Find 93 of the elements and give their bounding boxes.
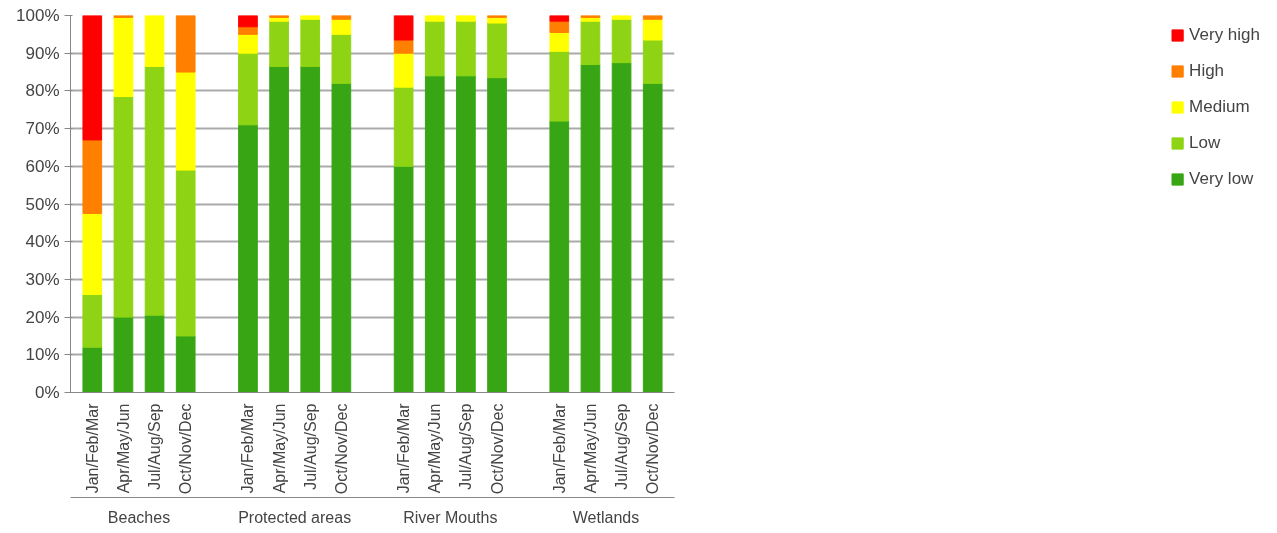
legend-label: Medium [1189, 97, 1250, 117]
bar [300, 18, 321, 67]
y-tick-label: 90% [25, 43, 60, 63]
bar [549, 15, 570, 22]
bar [331, 15, 352, 20]
bar [238, 124, 258, 393]
bar [175, 169, 196, 337]
x-tick-label: Oct/Nov/Dec [332, 403, 350, 495]
bar [331, 33, 352, 84]
bar [642, 39, 663, 84]
y-tick-label: 60% [25, 156, 60, 176]
x-tick-label: Jul/Aug/Sep [146, 403, 164, 490]
bar [456, 75, 476, 393]
bar [642, 15, 663, 20]
text: Beaches [107, 508, 171, 526]
bar [113, 16, 134, 98]
x-tick-label: Oct/Nov/Dec [177, 403, 195, 495]
x-tick-label: Jul/Aug/Sep [301, 403, 319, 490]
x-tick-label: Jan/Feb/Mar [395, 402, 413, 494]
y-tick-label: 70% [25, 119, 60, 139]
bar [456, 15, 476, 22]
y-tick-label: 100% [16, 6, 60, 25]
y-tick-label: 10% [25, 345, 60, 365]
bar [144, 65, 165, 316]
bar [82, 212, 103, 295]
bar [487, 77, 507, 393]
bar [113, 316, 134, 393]
bar [393, 165, 414, 393]
bar [175, 15, 196, 73]
bar [549, 50, 570, 122]
x-tick-label: Jan/Feb/Mar [83, 402, 101, 494]
bar [269, 65, 289, 393]
bar [549, 120, 570, 393]
bar [175, 71, 196, 171]
bar [238, 15, 258, 28]
bar [82, 139, 103, 214]
x-tick-label: Apr/May/Jun [114, 403, 132, 494]
legend-label: Very high [1189, 25, 1260, 45]
bar [82, 293, 103, 348]
bar [642, 82, 663, 393]
bar [331, 18, 352, 35]
bar [331, 82, 352, 393]
y-tick-label: 20% [25, 307, 60, 327]
bar [144, 314, 165, 393]
bar [300, 65, 321, 393]
bar [424, 15, 445, 22]
bar [580, 64, 601, 393]
x-tick-label: Oct/Nov/Dec [644, 403, 662, 495]
x-tick-label: Jan/Feb/Mar [239, 402, 257, 494]
text: Protected areas [238, 508, 352, 526]
bar [238, 52, 258, 126]
bar [393, 15, 414, 41]
bar [549, 20, 570, 33]
bar [300, 15, 321, 20]
bar [238, 33, 258, 54]
bar [113, 96, 134, 318]
x-tick-label: Jul/Aug/Sep [613, 403, 631, 490]
x-tick-label: Jul/Aug/Sep [457, 403, 475, 490]
legend-label: High [1189, 61, 1225, 81]
y-tick-label: 0% [34, 383, 60, 402]
x-tick-label: Oct/Nov/Dec [488, 403, 506, 495]
legend-label: Very low [1189, 169, 1254, 189]
bar [487, 16, 507, 24]
bar [611, 18, 632, 64]
x-tick-label: Apr/May/Jun [581, 403, 599, 494]
legend-label: Low [1189, 133, 1221, 153]
x-tick-label: Apr/May/Jun [270, 403, 288, 494]
bar [393, 52, 414, 88]
bar [487, 22, 507, 79]
y-tick-label: 80% [25, 81, 60, 101]
bar [456, 20, 476, 77]
bar [611, 62, 632, 393]
bar [611, 15, 632, 20]
bar [175, 335, 196, 393]
bar [642, 18, 663, 41]
bar [144, 15, 165, 67]
bar [424, 20, 445, 77]
bar [238, 26, 258, 35]
y-tick-label: 40% [25, 232, 60, 252]
x-tick-label: Jan/Feb/Mar [550, 402, 568, 494]
bar [580, 20, 601, 66]
bar [393, 86, 414, 167]
bar [82, 15, 103, 141]
bar [393, 39, 414, 54]
y-tick-label: 30% [25, 269, 60, 289]
bar [424, 75, 445, 393]
text: Wetlands [572, 508, 640, 526]
y-tick-label: 50% [25, 194, 60, 214]
bar [82, 346, 103, 393]
bar [549, 31, 570, 52]
text: River Mouths [403, 508, 498, 526]
bar [269, 20, 289, 67]
x-tick-label: Apr/May/Jun [426, 403, 444, 494]
